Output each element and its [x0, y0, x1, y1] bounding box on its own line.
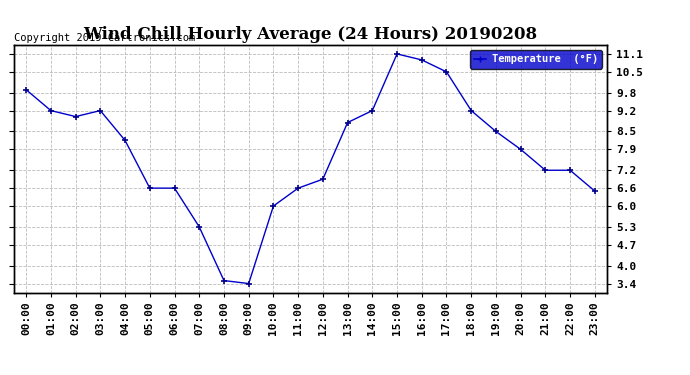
Title: Wind Chill Hourly Average (24 Hours) 20190208: Wind Chill Hourly Average (24 Hours) 201…	[83, 27, 538, 44]
Text: Copyright 2019 Cartronics.com: Copyright 2019 Cartronics.com	[14, 33, 195, 42]
Legend: Temperature  (°F): Temperature (°F)	[470, 50, 602, 69]
